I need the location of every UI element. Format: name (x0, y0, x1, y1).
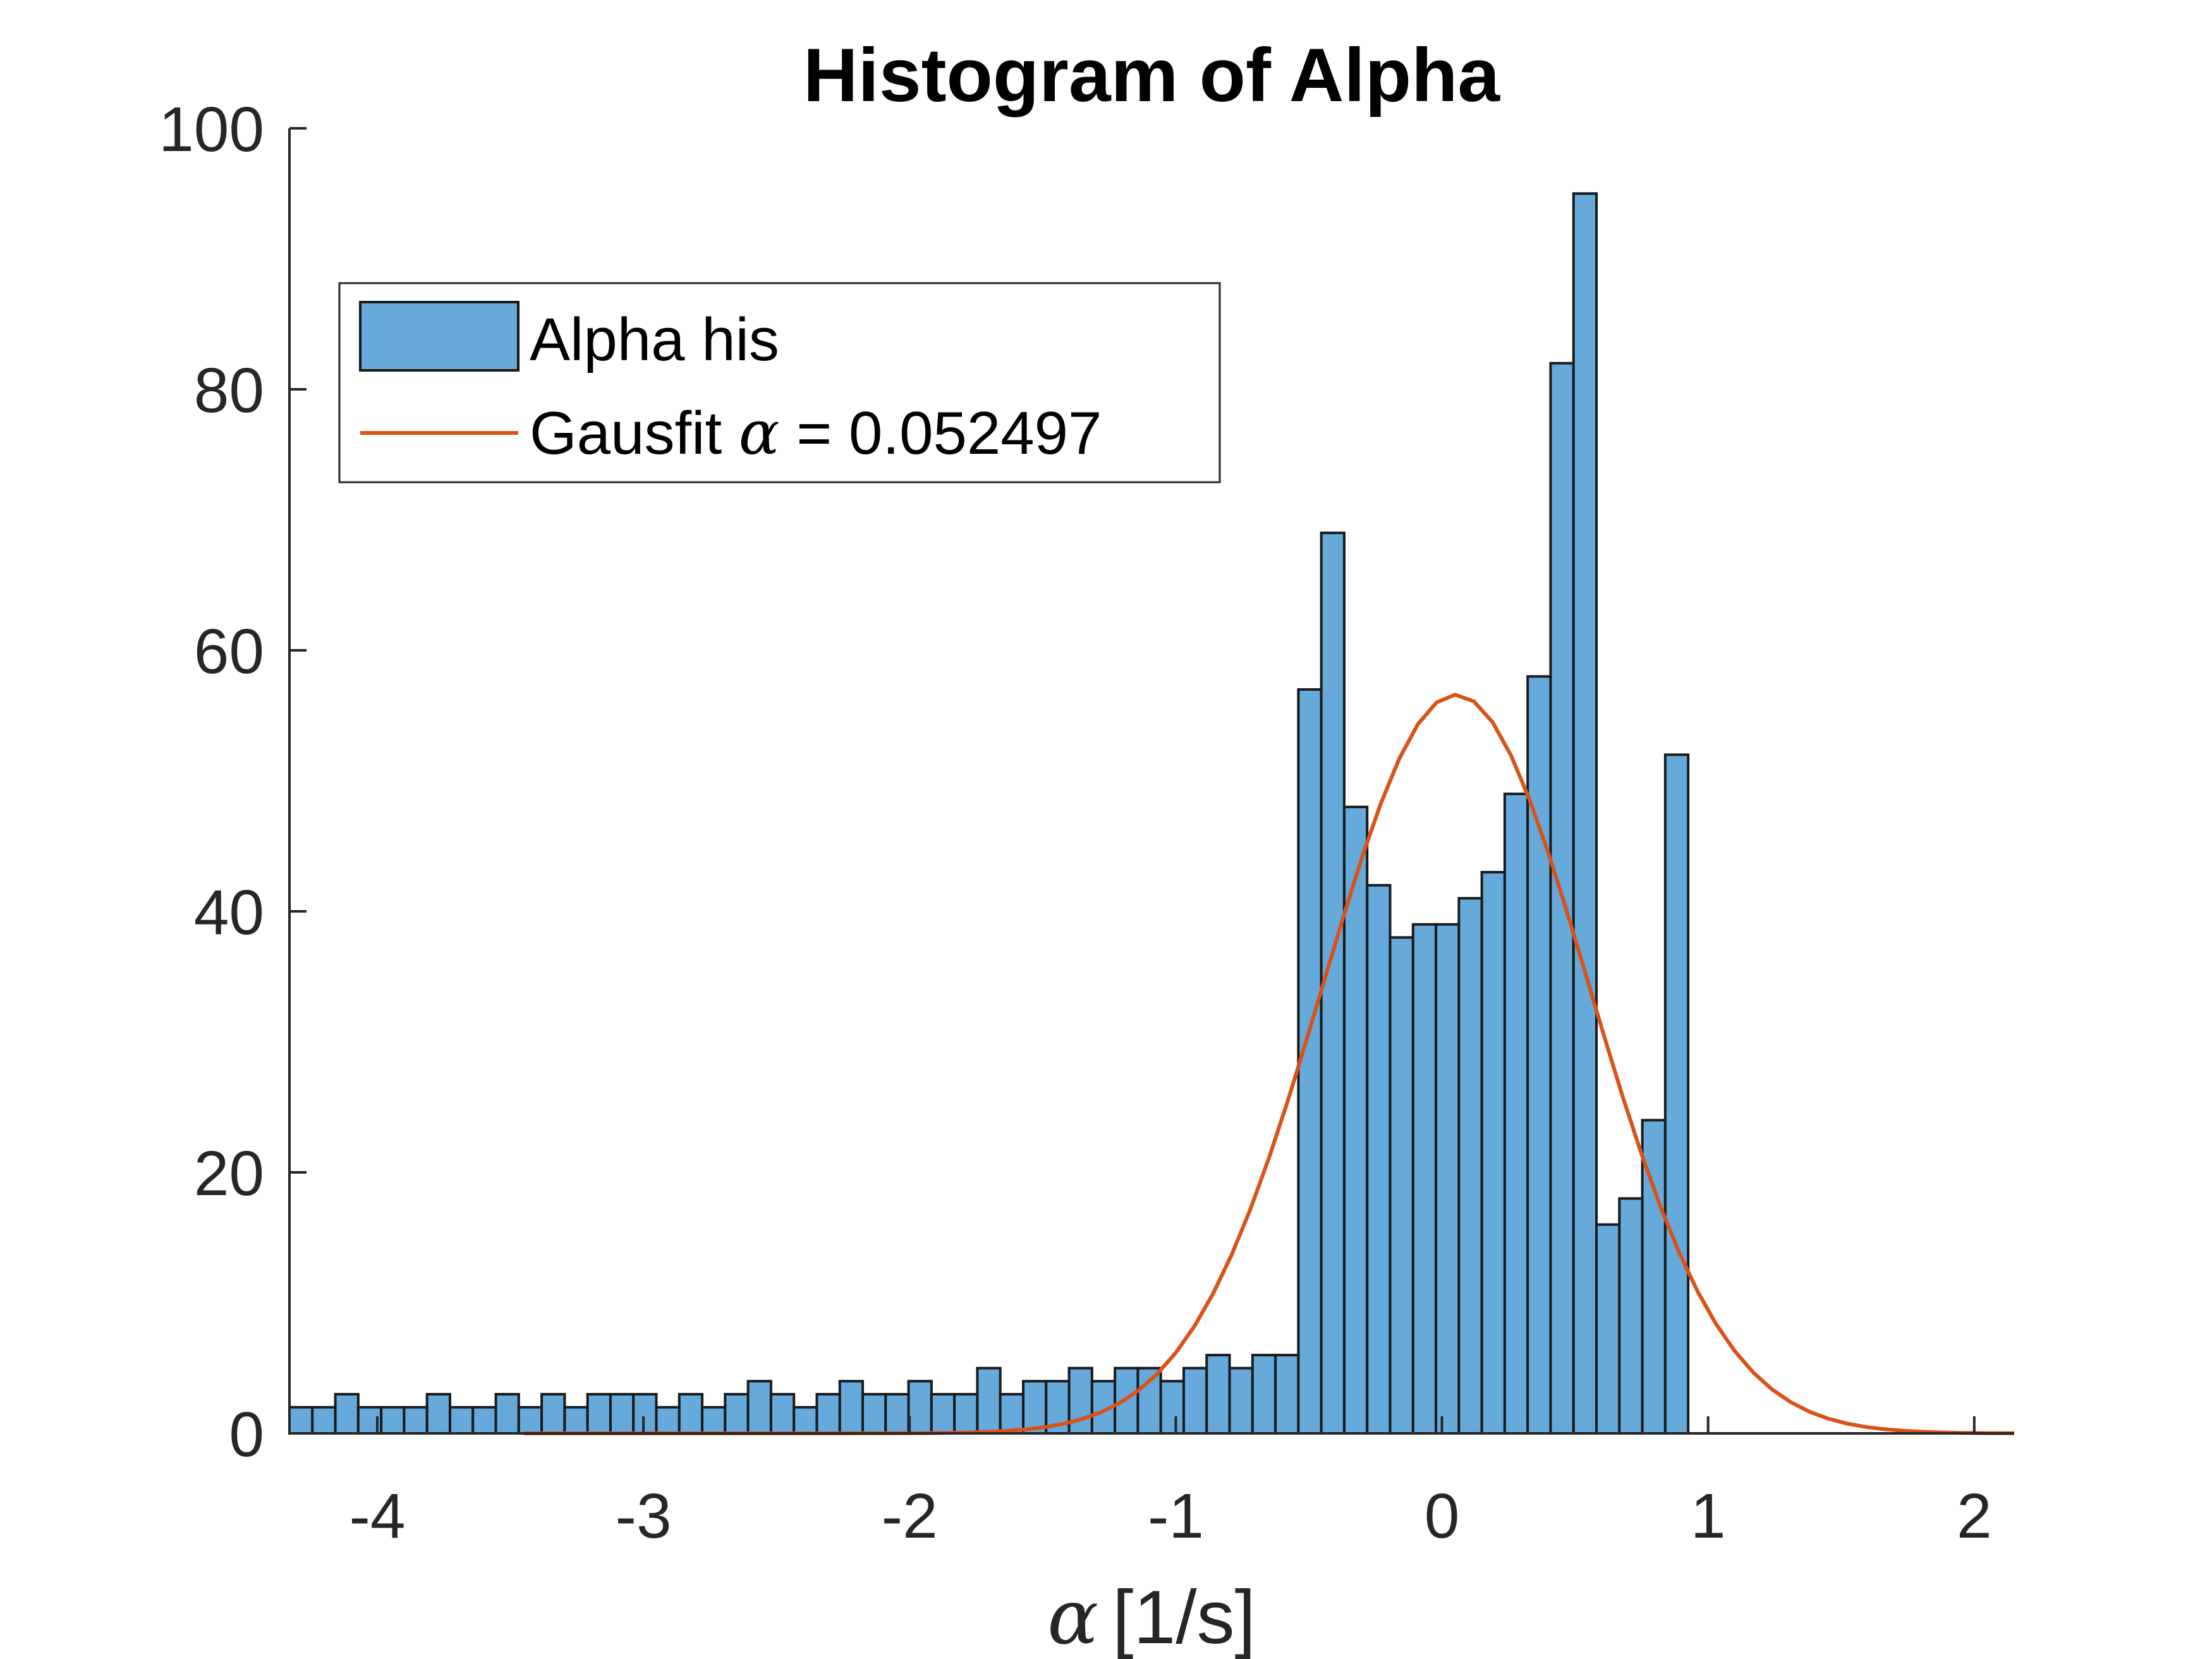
x-tick-label: 1 (1691, 1481, 1726, 1552)
histogram-bar (403, 1406, 428, 1435)
histogram-bar (861, 1393, 887, 1435)
x-axis-label: α [1/s] (1047, 1574, 1256, 1659)
histogram-bar (1159, 1380, 1185, 1435)
histogram-bar (1182, 1366, 1208, 1435)
histogram-bar (1663, 753, 1690, 1435)
y-tick-label: 100 (159, 94, 264, 165)
histogram-bar (815, 1393, 841, 1435)
x-tick-label: -4 (349, 1481, 406, 1552)
histogram-bar (1435, 923, 1461, 1435)
y-tick-label: 40 (194, 877, 264, 948)
histogram-bar (1389, 936, 1414, 1435)
legend-fit-symbol: α (739, 398, 780, 468)
histogram-bar (746, 1380, 772, 1435)
histogram-bar (1366, 884, 1392, 1435)
histogram-bar (1480, 871, 1506, 1435)
histogram-bar (425, 1393, 451, 1435)
histogram-bar (1274, 1354, 1300, 1435)
histogram-bar (1228, 1366, 1254, 1435)
histogram-bar (494, 1393, 520, 1435)
histogram-bar (448, 1406, 475, 1435)
histogram-bar (999, 1393, 1025, 1435)
histogram-bar (1618, 1197, 1644, 1435)
histogram-bar (1205, 1354, 1231, 1435)
x-axis-label-symbol: α (1047, 1574, 1098, 1659)
y-tick-label: 0 (229, 1399, 264, 1470)
histogram-bar (953, 1393, 979, 1435)
histogram-bar (907, 1380, 933, 1435)
x-tick-label: 0 (1425, 1481, 1460, 1552)
chart-title: Histogram of Alpha (803, 33, 1501, 118)
histogram-bar (563, 1406, 589, 1435)
histogram-bar (311, 1406, 337, 1435)
x-tick-label: -3 (616, 1481, 672, 1552)
y-tick-label: 80 (194, 355, 264, 426)
histogram-bar (1067, 1366, 1093, 1435)
legend-fit-prefix: Gausfit (530, 399, 739, 467)
y-ticks: 0 20 40 60 80 100 (159, 94, 307, 1470)
histogram-bar (517, 1406, 544, 1435)
x-tick-label: -1 (1148, 1481, 1204, 1552)
histogram-bar (1411, 923, 1438, 1435)
histogram-bar (678, 1393, 704, 1435)
histogram-bar (288, 1406, 314, 1435)
y-tick-label: 60 (194, 616, 264, 687)
histogram-bar (1526, 675, 1552, 1435)
histogram-bar (701, 1406, 727, 1435)
histogram-bar (334, 1393, 360, 1435)
x-axis-label-unit: [1/s] (1112, 1575, 1256, 1659)
histogram-bar (380, 1406, 406, 1435)
y-tick-label: 20 (194, 1138, 264, 1209)
histogram-bar (1503, 793, 1529, 1435)
histogram-bar (609, 1393, 635, 1435)
histogram-bar (769, 1393, 796, 1435)
histogram-bar (1251, 1354, 1277, 1435)
legend-label-fit: Gausfit α = 0.052497 (530, 398, 1102, 468)
x-tick-label: -2 (882, 1481, 938, 1552)
histogram-bar (540, 1393, 566, 1435)
histogram-bar (793, 1406, 818, 1435)
histogram-bar (1595, 1223, 1621, 1435)
histogram-bar (838, 1380, 865, 1435)
legend-label-histogram: Alpha his (530, 306, 779, 374)
legend: Alpha his Gausfit α = 0.052497 (338, 282, 1221, 483)
histogram-bar (930, 1393, 956, 1435)
histogram-bar (632, 1393, 658, 1435)
histogram-bars (288, 192, 1690, 1435)
x-ticks: -4 -3 -2 -1 0 1 2 (349, 1416, 1992, 1552)
histogram-bar (471, 1406, 497, 1435)
x-tick-label: 2 (1957, 1481, 1992, 1552)
histogram-bar (1457, 897, 1483, 1435)
histogram-bar (976, 1366, 1002, 1435)
histogram-bar (586, 1393, 612, 1435)
histogram-bar (1136, 1366, 1162, 1435)
legend-fit-suffix: = 0.052497 (780, 399, 1102, 467)
histogram-bar (655, 1406, 681, 1435)
histogram-bar (1572, 192, 1598, 1435)
legend-swatch-histogram (359, 301, 520, 372)
histogram-bar (884, 1393, 910, 1435)
histogram-bar (724, 1393, 750, 1435)
